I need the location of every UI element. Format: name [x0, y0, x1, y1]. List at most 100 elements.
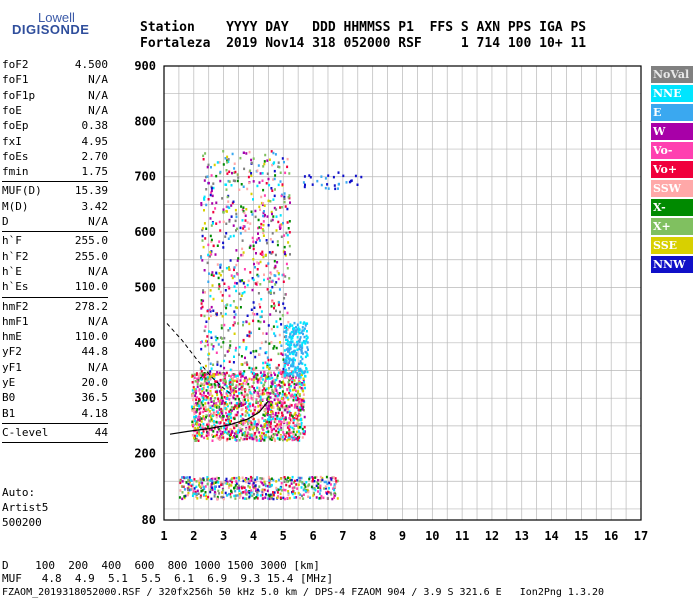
- echo-point: [283, 383, 286, 387]
- echo-point: [235, 395, 238, 398]
- echo-point: [271, 218, 274, 222]
- echo-point: [264, 380, 267, 384]
- echo-point: [239, 379, 242, 382]
- echo-point: [243, 395, 246, 399]
- echo-point: [207, 280, 210, 283]
- x-tick-label: 3: [220, 529, 227, 543]
- echo-point: [248, 491, 251, 495]
- echo-point: [298, 362, 300, 366]
- echo-point: [246, 334, 249, 337]
- echo-point: [201, 239, 204, 242]
- echo-point: [282, 221, 284, 225]
- echo-point: [292, 427, 295, 431]
- echo-point: [295, 343, 298, 347]
- echo-point: [221, 299, 224, 302]
- echo-point: [303, 483, 306, 487]
- echo-point: [298, 340, 301, 344]
- echo-point: [213, 399, 215, 403]
- echo-point: [297, 390, 300, 393]
- echo-point: [293, 393, 296, 396]
- echo-point: [234, 494, 237, 497]
- echo-point: [254, 487, 257, 490]
- echo-point: [230, 274, 233, 277]
- echo-point: [249, 351, 252, 355]
- echo-point: [290, 358, 293, 361]
- param-name: M(D): [2, 199, 29, 213]
- echo-point: [228, 360, 231, 363]
- echo-point: [252, 437, 255, 441]
- echo-point: [293, 418, 296, 422]
- echo-point: [273, 304, 276, 308]
- echo-point: [275, 346, 278, 350]
- echo-point: [283, 360, 286, 363]
- echo-point: [259, 283, 262, 286]
- echo-point: [307, 484, 310, 487]
- echo-point: [293, 386, 296, 389]
- echo-point: [259, 315, 262, 319]
- echo-point: [288, 341, 291, 344]
- echo-point: [256, 386, 259, 390]
- echo-point: [249, 494, 252, 497]
- echo-point: [286, 165, 289, 169]
- echo-point: [233, 332, 236, 335]
- echo-point: [285, 362, 288, 365]
- echo-point: [283, 370, 285, 374]
- echo-point: [300, 386, 303, 390]
- echo-point: [299, 369, 302, 373]
- x-tick-label: 13: [515, 529, 529, 543]
- echo-point: [209, 391, 212, 395]
- echo-point: [203, 314, 206, 318]
- echo-point: [296, 328, 299, 331]
- echo-point: [210, 425, 213, 428]
- echo-point: [188, 488, 191, 492]
- echo-point: [204, 152, 207, 155]
- echo-point: [244, 229, 247, 232]
- echo-point: [248, 486, 251, 489]
- echo-point: [320, 183, 323, 187]
- x-tick-label: 9: [399, 529, 406, 543]
- echo-point: [292, 394, 295, 398]
- echo-point: [224, 491, 227, 495]
- echo-point: [253, 391, 256, 394]
- echo-point: [237, 403, 240, 406]
- echo-point: [290, 431, 293, 434]
- echo-point: [244, 414, 247, 417]
- echo-point: [215, 433, 218, 437]
- echo-point: [293, 481, 295, 484]
- echo-point: [216, 476, 219, 480]
- echo-point: [271, 404, 274, 407]
- echo-point: [212, 420, 215, 423]
- echo-point: [246, 431, 249, 434]
- echo-point: [245, 378, 248, 382]
- echo-point: [230, 484, 233, 487]
- echo-point: [198, 430, 200, 434]
- echo-point: [259, 494, 262, 497]
- echo-point: [301, 436, 304, 439]
- echo-point: [229, 394, 232, 397]
- echo-point: [257, 378, 260, 381]
- echo-point: [285, 359, 288, 362]
- echo-point: [291, 380, 294, 384]
- echo-point: [319, 496, 322, 500]
- echo-point: [257, 226, 259, 230]
- echo-point: [225, 426, 228, 429]
- echo-point: [235, 249, 238, 252]
- echo-point: [267, 497, 270, 500]
- echo-point: [241, 393, 244, 397]
- echo-point: [241, 208, 244, 211]
- echo-point: [194, 394, 197, 397]
- echo-point: [260, 315, 263, 318]
- echo-point: [224, 383, 227, 386]
- echo-point: [234, 497, 237, 500]
- echo-point: [199, 478, 202, 481]
- echo-point: [218, 240, 221, 243]
- echo-point: [229, 235, 232, 238]
- echo-point: [268, 485, 271, 488]
- echo-point: [282, 367, 285, 371]
- echo-point: [248, 377, 251, 381]
- echo-point: [284, 330, 287, 333]
- echo-point: [234, 219, 237, 223]
- echo-point: [226, 414, 228, 418]
- echo-point: [209, 490, 212, 494]
- echo-point: [230, 433, 232, 436]
